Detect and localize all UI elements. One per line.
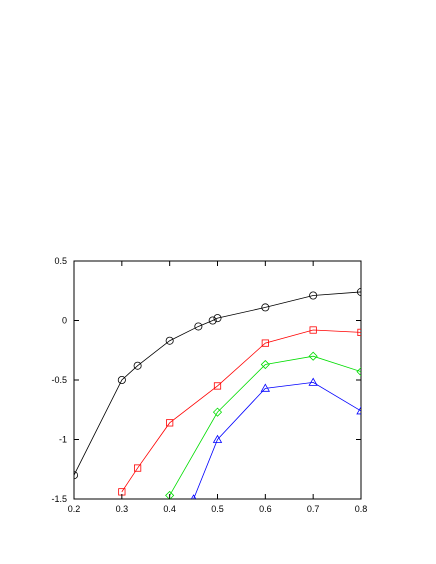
- x-tick-label: 0.3: [116, 504, 129, 514]
- y-tick-label: 0.5: [54, 256, 67, 266]
- series-4-point: [260, 383, 271, 392]
- x-tick-label: 0.4: [163, 504, 176, 514]
- series-1-point: [133, 361, 142, 370]
- series-1-point: [261, 303, 270, 312]
- x-tick-label: 0.5: [211, 504, 224, 514]
- series-2-point: [309, 326, 317, 334]
- series-3: [165, 351, 361, 499]
- y-tick-label: -1: [59, 435, 67, 445]
- series-3-point: [165, 490, 175, 499]
- series-4-point: [212, 434, 223, 443]
- series-2-point: [166, 419, 174, 427]
- y-tick-label: -0.5: [51, 375, 67, 385]
- x-tick-label: 0.6: [259, 504, 272, 514]
- series-2-line: [121, 329, 361, 493]
- series-2-point: [261, 339, 269, 347]
- series-3-point: [308, 351, 318, 361]
- series-4: [190, 377, 361, 499]
- series-4-point: [190, 494, 197, 499]
- plot-frame: [73, 260, 362, 500]
- series-1-point: [208, 316, 217, 325]
- series-4-point: [356, 406, 361, 415]
- series-1: [74, 287, 361, 480]
- x-tick-label: 0.7: [307, 504, 320, 514]
- axis-ticks: 0.2 0.3 0.4 0.5 0.6 0.7 0.8 -1.5 -1 -0.5 0 0.5: [51, 256, 367, 514]
- series-1-line: [74, 291, 361, 476]
- x-tick-label: 0.2: [68, 504, 81, 514]
- series-1-point: [194, 322, 203, 331]
- y-tick-label: 0: [62, 316, 67, 326]
- series-2-point: [357, 328, 361, 337]
- series-2-point: [134, 464, 142, 472]
- series-1-point: [357, 287, 361, 296]
- series-4-line: [193, 381, 361, 499]
- series-3-line: [169, 355, 361, 496]
- series-3-point: [212, 407, 223, 417]
- series-1-point: [117, 375, 126, 384]
- series-3-point: [260, 359, 270, 370]
- series-4-point: [308, 377, 318, 386]
- series-1-point: [309, 291, 318, 300]
- y-tick-label: -1.5: [51, 494, 67, 504]
- series-1-point: [213, 314, 222, 323]
- x-tick-label: 0.8: [355, 504, 368, 514]
- series-2-point: [213, 382, 222, 390]
- series-1-point: [165, 336, 174, 345]
- series-1-point: [74, 471, 78, 480]
- series-3-point: [356, 367, 361, 377]
- series-2: [118, 326, 361, 496]
